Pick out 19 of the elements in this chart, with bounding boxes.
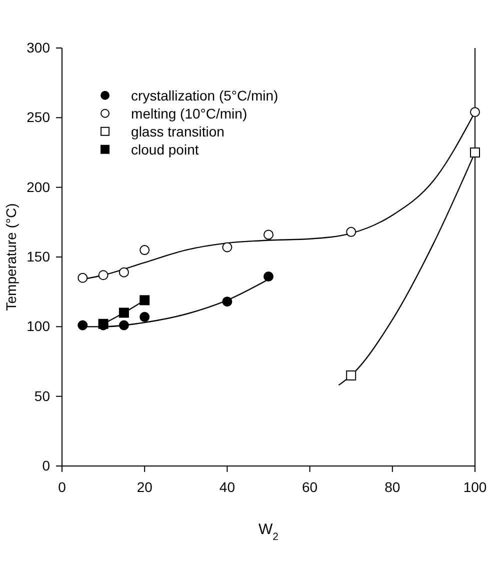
y-tick-label: 200 xyxy=(26,178,50,195)
y-tick-label: 100 xyxy=(26,318,50,334)
x-tick-label: 40 xyxy=(219,478,236,495)
x-tick-label: 20 xyxy=(136,478,153,495)
legend-label: cloud point xyxy=(131,141,199,158)
legend-label: melting (10°C/min) xyxy=(131,105,248,122)
y-tick-label: 300 xyxy=(26,39,50,56)
x-tick-label: 100 xyxy=(463,478,487,495)
y-tick-label: 50 xyxy=(34,388,50,404)
legend-label: glass transition xyxy=(131,123,224,140)
y-tick-label: 0 xyxy=(42,457,50,474)
legend-label: crystallization (5°C/min) xyxy=(131,87,278,104)
x-tick-label: 80 xyxy=(384,478,400,495)
y-axis-title: Temperature (°C) xyxy=(3,203,19,311)
x-axis-title: W$_{2}$ xyxy=(258,521,279,543)
y-tick-label: 250 xyxy=(26,109,50,126)
x-tick-label: 0 xyxy=(58,478,66,495)
x-tick-label: 60 xyxy=(302,478,318,495)
y-tick-label: 150 xyxy=(26,248,50,264)
